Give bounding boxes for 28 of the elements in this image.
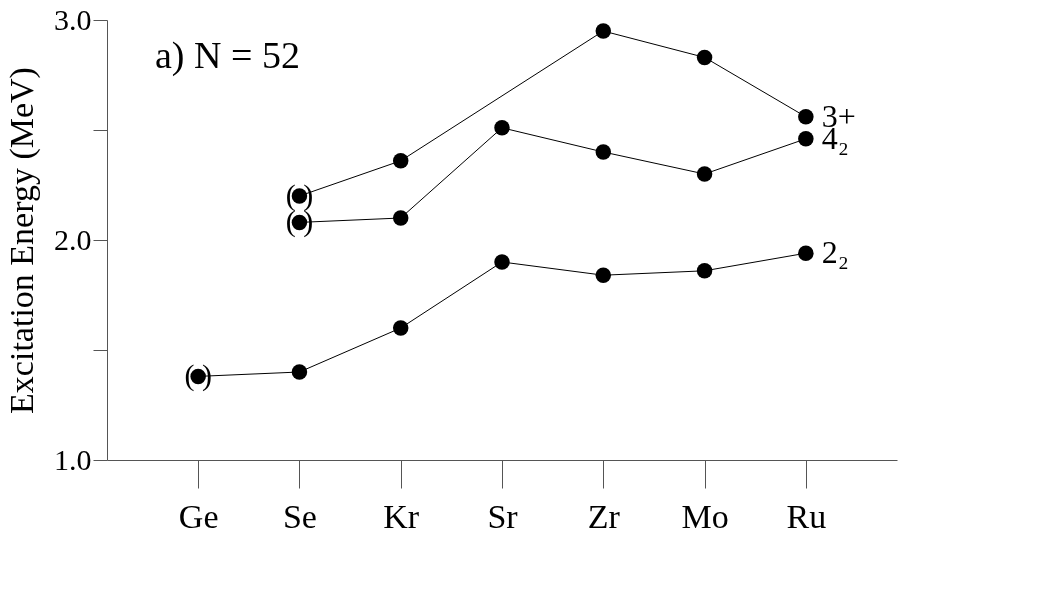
y-tick-label: 3.0	[54, 2, 92, 36]
x-tick-label: Ge	[178, 497, 219, 535]
x-tick-label: Sr	[487, 497, 519, 535]
x-tick-label: Zr	[587, 497, 621, 535]
point	[696, 166, 713, 182]
annotation: a) N = 52	[155, 34, 300, 77]
y-tick-label: 1.0	[54, 442, 92, 476]
x-tick-label: Mo	[681, 497, 729, 535]
x-tick-label: Kr	[383, 497, 420, 535]
point	[392, 210, 409, 226]
x-tick-label: Ru	[786, 497, 827, 535]
point	[798, 131, 814, 147]
point	[392, 153, 409, 169]
series-label: 2₂	[821, 234, 849, 271]
point	[595, 144, 612, 160]
point	[494, 120, 510, 136]
y-tick-label: 2.0	[54, 222, 92, 256]
point	[291, 364, 308, 380]
point	[798, 109, 814, 125]
point	[696, 49, 713, 66]
point	[595, 267, 612, 283]
point	[392, 320, 409, 336]
point	[494, 254, 510, 270]
y-axis-title: Excitation Energy (MeV)	[3, 67, 41, 414]
point	[798, 245, 814, 261]
point	[696, 263, 713, 279]
point	[595, 23, 612, 39]
x-tick-label: Se	[282, 497, 317, 535]
